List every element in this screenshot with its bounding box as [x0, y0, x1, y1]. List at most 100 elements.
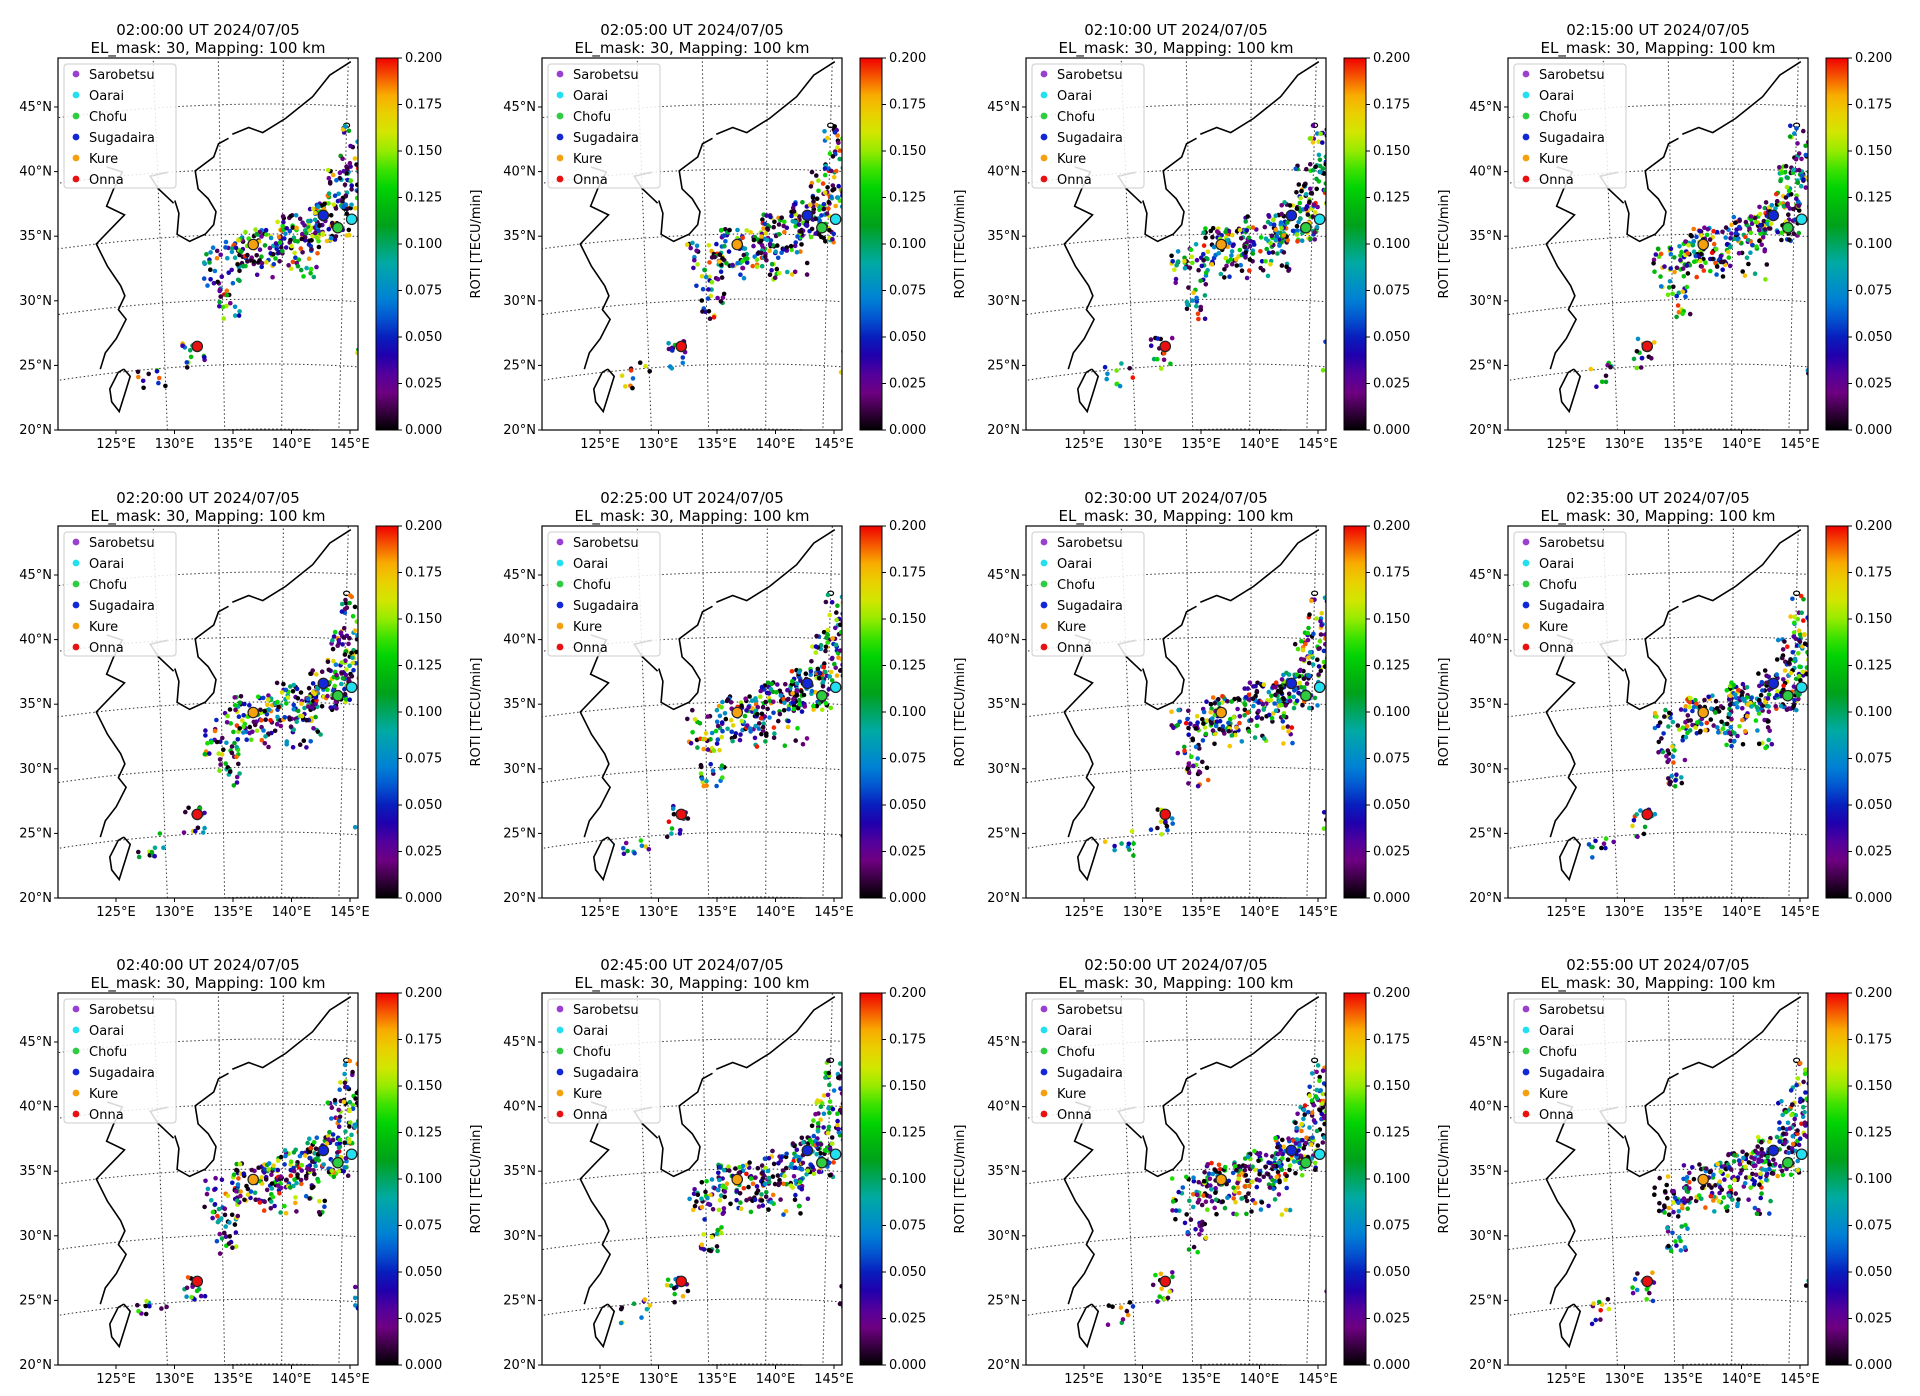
roti-point: [238, 700, 243, 705]
roti-point: [349, 1133, 354, 1138]
roti-point: [703, 268, 708, 273]
roti-point: [1678, 258, 1683, 263]
roti-point: [211, 245, 216, 250]
roti-point: [1228, 257, 1233, 262]
roti-point: [353, 825, 358, 830]
roti-point: [1809, 153, 1814, 158]
roti-point: [1658, 720, 1663, 725]
roti-point: [1370, 122, 1375, 127]
roti-point: [336, 1108, 341, 1113]
roti-point: [760, 1198, 765, 1203]
roti-point: [761, 1176, 766, 1181]
roti-point: [795, 234, 800, 239]
colorbar-tick-label: 0.000: [405, 1358, 442, 1373]
lon-tick-label: 125°E: [1064, 437, 1104, 452]
lat-tick-label: 25°N: [1469, 358, 1502, 373]
roti-point: [803, 704, 808, 709]
roti-point: [286, 695, 291, 700]
roti-point: [1679, 775, 1684, 780]
lat-tick-label: 30°N: [503, 294, 536, 309]
lat-tick-label: 30°N: [987, 294, 1020, 309]
roti-point: [767, 249, 772, 254]
roti-point: [795, 726, 800, 731]
coastline: [1200, 530, 1319, 603]
roti-point: [1201, 738, 1206, 743]
roti-point: [770, 262, 775, 267]
roti-point: [823, 166, 828, 171]
roti-point: [281, 214, 286, 219]
roti-point: [1335, 370, 1340, 375]
roti-point: [1783, 668, 1788, 673]
roti-point: [748, 729, 753, 734]
roti-point: [304, 745, 309, 750]
roti-point: [359, 1102, 364, 1107]
roti-point: [844, 633, 849, 638]
roti-point: [1274, 680, 1279, 685]
station-marker: [346, 214, 356, 224]
roti-point: [1754, 244, 1759, 249]
roti-point: [794, 1179, 799, 1184]
roti-point: [1159, 819, 1164, 824]
roti-point: [361, 364, 366, 369]
roti-point: [755, 1184, 760, 1189]
roti-point: [225, 288, 230, 293]
roti-point: [1775, 693, 1780, 698]
roti-point: [1816, 616, 1821, 621]
roti-point: [360, 342, 365, 347]
roti-point: [332, 1174, 337, 1179]
roti-point: [213, 1187, 218, 1192]
roti-point: [1336, 822, 1341, 827]
roti-point: [1777, 165, 1782, 170]
lat-tick-label: 40°N: [19, 1100, 52, 1115]
roti-point: [215, 256, 220, 261]
legend-marker: [73, 1027, 80, 1034]
roti-point: [1330, 624, 1335, 629]
roti-point: [313, 218, 318, 223]
roti-point: [1632, 357, 1637, 362]
roti-point: [182, 830, 187, 835]
roti-point: [706, 287, 711, 292]
roti-point: [1810, 169, 1815, 174]
lat-tick-label: 40°N: [503, 633, 536, 648]
roti-point: [245, 253, 250, 258]
colorbar-gradient: [376, 993, 398, 1365]
roti-point: [1263, 259, 1268, 264]
roti-point: [279, 1174, 284, 1179]
station-marker: [364, 1035, 374, 1045]
roti-point: [1813, 618, 1818, 623]
roti-point: [1686, 271, 1691, 276]
roti-point: [1801, 618, 1806, 623]
colorbar-tick-label: 0.075: [1373, 752, 1410, 767]
roti-point: [341, 205, 346, 210]
roti-point: [141, 386, 146, 391]
roti-point: [1325, 133, 1330, 138]
roti-point: [1590, 845, 1595, 850]
roti-point: [345, 1085, 350, 1090]
roti-point: [252, 720, 257, 725]
roti-point: [1754, 220, 1759, 225]
roti-point: [1820, 163, 1825, 168]
roti-point: [793, 202, 798, 207]
roti-point: [1808, 149, 1813, 154]
legend-marker: [557, 623, 564, 630]
roti-point: [1127, 842, 1132, 847]
roti-point: [715, 720, 720, 725]
roti-point: [1296, 691, 1301, 696]
roti-point: [1297, 182, 1302, 187]
roti-point: [368, 1291, 373, 1296]
roti-point: [359, 664, 364, 669]
meridian-line: [1668, 508, 1676, 963]
roti-point: [1170, 816, 1175, 821]
lat-tick-label: 45°N: [503, 100, 536, 115]
colorbar: 0.0000.0250.0500.0750.1000.1250.1500.175…: [376, 986, 484, 1373]
roti-point: [370, 619, 375, 624]
roti-point: [1855, 586, 1860, 591]
roti-point: [1692, 239, 1697, 244]
roti-point: [834, 618, 839, 623]
lon-tick-label: 140°E: [1240, 905, 1280, 920]
roti-point: [1796, 693, 1801, 698]
roti-point: [1306, 655, 1311, 660]
roti-point: [1689, 234, 1694, 239]
roti-point: [1131, 841, 1136, 846]
roti-point: [849, 343, 854, 348]
